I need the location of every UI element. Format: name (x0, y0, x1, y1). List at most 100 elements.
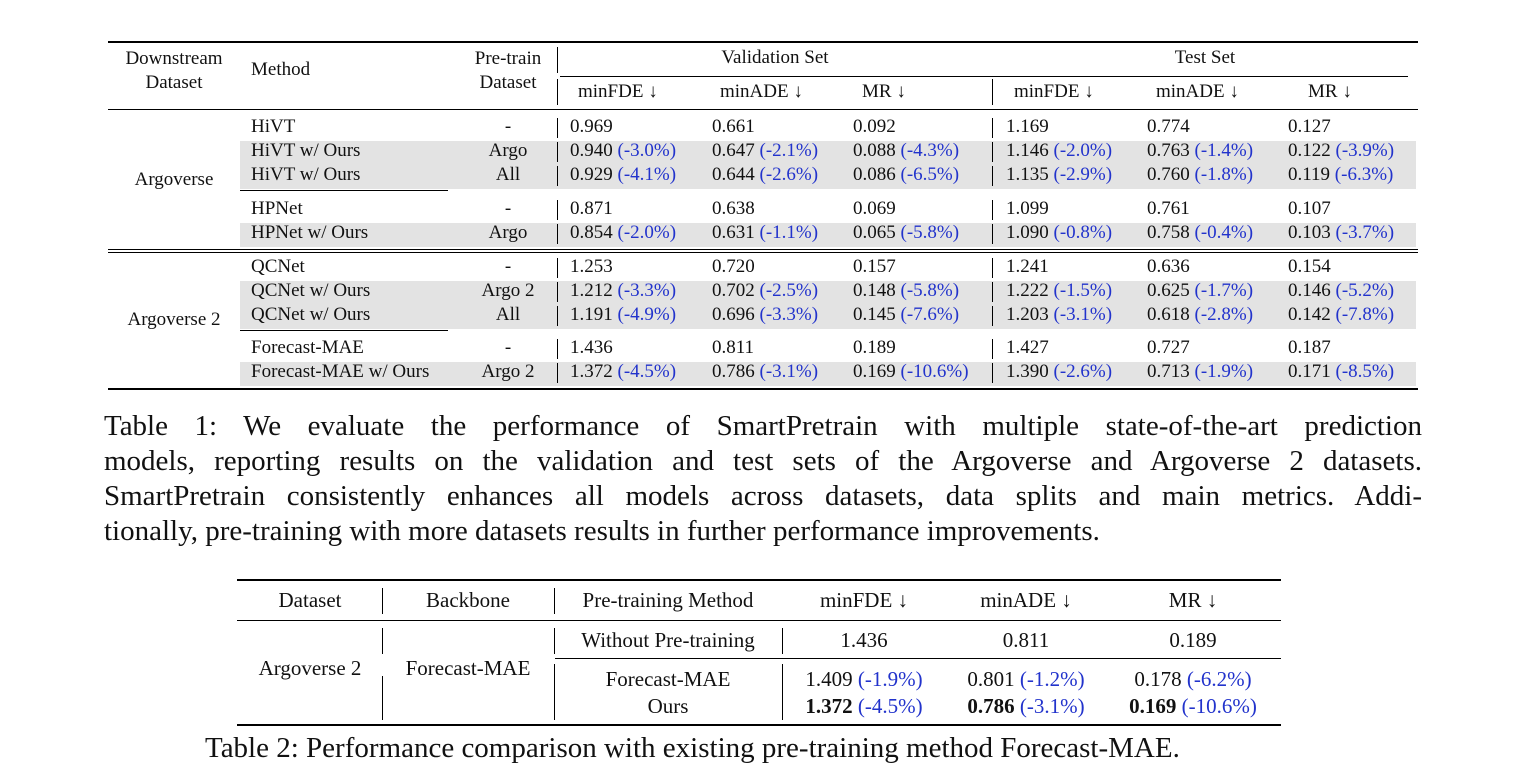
improvement-value: (-3.1%) (754, 361, 819, 382)
improvement-value: (-1.5%) (1048, 280, 1113, 301)
metric-cell: 0.088 (-4.3%) (853, 139, 959, 163)
bottom-rule (108, 388, 1418, 390)
metric-cell: 0.720 (712, 255, 755, 279)
improvement-value: (-3.7%) (1330, 222, 1395, 243)
row-shade (240, 305, 1416, 329)
metric-header: minFDE ↓ (1014, 81, 1094, 102)
metric-value: 0.107 (1288, 198, 1331, 219)
metric-value: 1.099 (1006, 198, 1049, 219)
metric-value: 1.390 (1006, 361, 1049, 382)
metric-value: 0.636 (1147, 256, 1190, 277)
row-shade (240, 281, 1416, 305)
metric-value: 0.088 (853, 140, 896, 161)
metric-value: 1.135 (1006, 164, 1049, 185)
metric-cell: 1.191 (-4.9%) (570, 303, 676, 327)
improvement-value: (-2.9%) (1048, 164, 1113, 185)
metric-cell: 1.253 (570, 255, 613, 279)
metric-cell: 1.146 (-2.0%) (1006, 139, 1112, 163)
metric-cell: 0.760 (-1.8%) (1147, 163, 1253, 187)
metric-value: 0.631 (712, 222, 755, 243)
metric-value: 0.171 (1288, 361, 1331, 382)
table-2-header: Pre-training Method (582, 588, 754, 612)
column-separator (992, 306, 993, 326)
improvement-value: (-10.6%) (1176, 694, 1257, 718)
metric-value: 1.427 (1006, 337, 1049, 358)
metric-value: 1.372 (805, 694, 853, 718)
metric-cell: 1.409 (-1.9%) (784, 666, 944, 692)
block-rule (240, 190, 448, 191)
metric-cell: 1.169 (1006, 115, 1049, 139)
method-cell: QCNet w/ Ours (251, 280, 371, 301)
pretraining-method: Forecast-MAE (605, 667, 731, 691)
metric-cell: 0.871 (570, 197, 613, 221)
pretrain-cell: - (504, 256, 512, 277)
metric-cell: 0.154 (1288, 255, 1331, 279)
metric-value: 0.786 (967, 694, 1015, 718)
metric-cell: 0.145 (-7.6%) (853, 303, 959, 327)
metric-value: 0.727 (1147, 337, 1190, 358)
metric-value: 1.253 (570, 256, 613, 277)
column-separator (382, 588, 383, 614)
improvement-value: (-2.6%) (754, 164, 819, 185)
method-cell: QCNet w/ Ours (251, 304, 371, 325)
method-cell: QCNet (251, 256, 305, 277)
improvement-value: (-1.4%) (1189, 140, 1254, 161)
metric-value: 0.661 (712, 116, 755, 137)
column-separator (992, 258, 993, 278)
row-shade (240, 165, 1416, 189)
metric-cell: 0.774 (1147, 115, 1190, 139)
metric-value: 0.760 (1147, 164, 1190, 185)
pretrain-cell: - (504, 116, 512, 137)
column-separator (557, 200, 558, 220)
metric-value: 0.811 (712, 337, 755, 358)
metric-value: 0.119 (1288, 164, 1331, 185)
metric-header: minFDE ↓ (578, 81, 658, 102)
metric-value: 0.758 (1147, 222, 1190, 243)
metric-value: 0.625 (1147, 280, 1190, 301)
metric-cell: 0.148 (-5.8%) (853, 279, 959, 303)
metric-value: 0.103 (1288, 222, 1331, 243)
metric-cell: 0.763 (-1.4%) (1147, 139, 1253, 163)
improvement-value: (-0.8%) (1048, 222, 1113, 243)
metric-value: 0.157 (853, 256, 896, 277)
improvement-value: (-6.3%) (1330, 164, 1394, 185)
metric-value: 0.189 (1169, 628, 1217, 652)
metric-value: 0.638 (712, 198, 755, 219)
table-2-header: Backbone (426, 588, 510, 612)
metric-value: 0.801 (967, 667, 1015, 691)
metric-value: 0.696 (712, 304, 755, 325)
metric-header: minADE ↓ (1156, 81, 1239, 102)
improvement-value: (-3.0%) (612, 140, 677, 161)
table-1-caption: Table 1: We evaluate the performance of … (104, 409, 1422, 549)
column-separator (782, 664, 783, 720)
metric-value: 0.189 (853, 337, 896, 358)
pretrain-cell: All (495, 304, 521, 325)
improvement-value: (-2.8%) (1189, 304, 1254, 325)
metric-value: 1.203 (1006, 304, 1049, 325)
improvement-value: (-4.9%) (612, 304, 677, 325)
pretrain-cell: All (495, 164, 521, 185)
pretrain-cell: - (504, 337, 512, 358)
metric-value: 0.127 (1288, 116, 1331, 137)
column-separator (992, 282, 993, 302)
table-2-dataset: Argoverse 2 (258, 656, 362, 680)
pretrain-cell: - (504, 198, 512, 219)
top-rule (237, 579, 1281, 581)
improvement-value: (-5.2%) (1330, 280, 1395, 301)
metric-header: MR ↓ (1308, 81, 1352, 102)
column-separator (992, 200, 993, 220)
metric-cell: 1.390 (-2.6%) (1006, 360, 1112, 384)
improvement-value: (-4.3%) (895, 140, 960, 161)
metric-cell: 0.801 (-1.2%) (946, 666, 1106, 692)
header-validation-set: Validation Set (721, 47, 829, 68)
metric-value: 0.720 (712, 256, 755, 277)
metric-cell: 0.065 (-5.8%) (853, 221, 959, 245)
metric-value: 0.854 (570, 222, 613, 243)
metric-cell: 0.969 (570, 115, 613, 139)
column-separator (557, 118, 558, 138)
improvement-value: (-3.3%) (612, 280, 677, 301)
metric-value: 1.146 (1006, 140, 1049, 161)
caption-line: SmartPretrain consistently enhances all … (104, 480, 1422, 512)
pretraining-method: Without Pre-training (581, 628, 755, 652)
metric-value: 0.065 (853, 222, 896, 243)
